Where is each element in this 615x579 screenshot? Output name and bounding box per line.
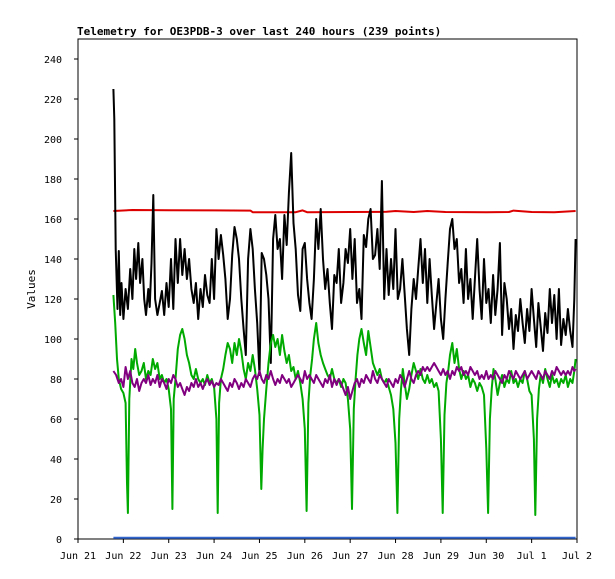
x-tick-label: Jun 23 [151,551,187,562]
x-tick-label: Jun 27 [332,551,368,562]
y-tick-label: 200 [44,135,62,146]
y-tick-label: 40 [50,455,62,466]
y-axis: 0 20 40 60 80 100 120 140 160 180 200 220 240 [44,55,78,546]
y-tick-label: 160 [44,215,62,226]
y-tick-label: 220 [44,95,62,106]
x-tick-label: Jun 29 [423,551,459,562]
x-tick-label: Jul 2 [562,551,592,562]
y-tick-label: 20 [50,495,62,506]
x-tick-label: Jun 30 [468,551,504,562]
series-line-3 [112,294,577,516]
y-tick-label: 80 [50,375,62,386]
series-line-1 [113,209,576,214]
x-tick-label: Jun 28 [377,551,413,562]
y-axis-title: Values [25,269,38,309]
y-tick-label: 100 [44,335,62,346]
y-tick-label: 240 [44,55,62,66]
y-tick-label: 60 [50,415,62,426]
x-tick-label: Jun 26 [287,551,323,562]
plot-area-frame [77,38,578,540]
x-tick-label: Jun 22 [105,551,141,562]
x-axis: Jun 21 Jun 22 Jun 23 Jun 24 Jun 25 Jun 26 Jun … [60,539,592,562]
series-layer [112,88,577,539]
x-tick-label: Jun 25 [241,551,277,562]
x-tick-label: Jun 24 [196,551,232,562]
y-tick-label: 0 [56,535,62,546]
y-tick-label: 180 [44,175,62,186]
x-tick-label: Jul 1 [517,551,547,562]
y-tick-label: 140 [44,255,62,266]
chart-title: Telemetry for OE3PDB-3 over last 240 hou… [77,25,441,38]
y-tick-label: 120 [44,295,62,306]
series-line-2 [112,88,577,376]
x-tick-label: Jun 21 [60,551,96,562]
series-line-4 [112,362,577,400]
